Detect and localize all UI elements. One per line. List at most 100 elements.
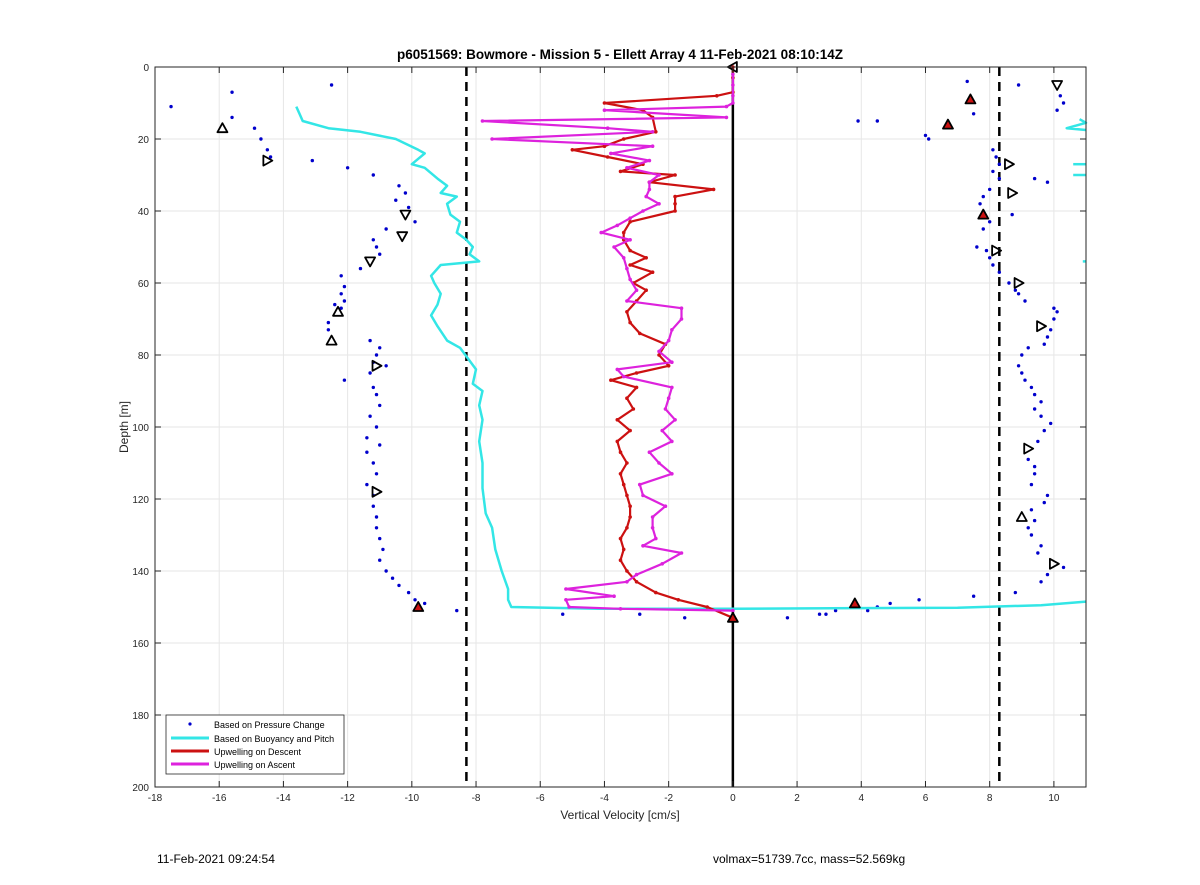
upwelling-point bbox=[673, 202, 677, 206]
pressure-change-point bbox=[987, 220, 992, 224]
pressure-change-point bbox=[384, 227, 388, 231]
upwelling-point bbox=[731, 101, 735, 105]
x-tick-label: -10 bbox=[405, 793, 420, 804]
pressure-change-point bbox=[1045, 335, 1050, 339]
upwelling-point bbox=[612, 245, 616, 249]
pressure-change-point bbox=[406, 590, 411, 595]
pressure-change-point bbox=[326, 328, 331, 332]
upwelling-point bbox=[670, 439, 674, 444]
pressure-change-point bbox=[339, 306, 343, 310]
pressure-change-point bbox=[365, 450, 369, 454]
upwelling-point bbox=[673, 209, 677, 213]
pressure-change-point bbox=[1032, 464, 1037, 469]
upwelling-point bbox=[647, 180, 652, 184]
pressure-change-point bbox=[339, 292, 343, 296]
y-tick-label: 200 bbox=[132, 783, 149, 794]
upwelling-point bbox=[637, 482, 642, 487]
upwelling-point bbox=[644, 255, 648, 260]
y-tick-label: 180 bbox=[132, 711, 149, 722]
legend-label-descent: Upwelling on Descent bbox=[214, 747, 302, 757]
upwelling-point bbox=[657, 461, 661, 465]
pressure-change-point bbox=[994, 155, 998, 159]
y-tick-label: 100 bbox=[132, 423, 149, 434]
pressure-change-point bbox=[856, 119, 860, 123]
upwelling-point bbox=[628, 216, 632, 220]
upwelling-point bbox=[654, 130, 658, 134]
annotation-marker-triangle-right bbox=[1036, 320, 1047, 333]
pressure-change-point bbox=[374, 392, 379, 397]
pressure-change-point bbox=[785, 616, 790, 620]
upwelling-point bbox=[641, 493, 645, 498]
upwelling-point bbox=[625, 166, 629, 170]
pressure-change-point bbox=[1042, 428, 1046, 433]
pressure-change-point bbox=[1036, 551, 1040, 555]
annotation-marker-triangle-down bbox=[1051, 80, 1064, 91]
x-axis-label: Vertical Velocity [cm/s] bbox=[560, 808, 679, 822]
upwelling-point bbox=[650, 526, 655, 530]
annotation-marker-triangle-up bbox=[848, 597, 861, 609]
pressure-change-point bbox=[230, 115, 234, 120]
x-tick-label: -2 bbox=[664, 793, 673, 804]
pressure-change-point bbox=[1039, 414, 1043, 418]
pressure-change-point bbox=[1032, 392, 1037, 397]
upwelling-point bbox=[625, 310, 629, 314]
upwelling-point bbox=[615, 439, 620, 444]
pressure-change-point bbox=[342, 284, 347, 289]
pressure-change-point bbox=[378, 558, 382, 562]
pressure-change-point bbox=[371, 173, 376, 177]
upwelling-point bbox=[605, 126, 610, 130]
pressure-change-point bbox=[365, 482, 369, 487]
upwelling-point bbox=[657, 353, 661, 357]
y-tick-label: 140 bbox=[132, 567, 149, 578]
x-tick-label: 0 bbox=[730, 793, 736, 804]
y-tick-label: 40 bbox=[138, 207, 150, 218]
legend-label-buoyancy: Based on Buoyancy and Pitch bbox=[214, 734, 334, 744]
x-tick-label: -8 bbox=[472, 793, 481, 804]
pressure-change-point bbox=[1036, 439, 1040, 444]
legend-label-pressure: Based on Pressure Change bbox=[214, 720, 325, 730]
pressure-change-point bbox=[374, 515, 379, 519]
pressure-change-point bbox=[378, 346, 382, 350]
pressure-change-point bbox=[384, 569, 388, 573]
annotation-marker-triangle-right bbox=[1004, 158, 1015, 171]
upwelling-point bbox=[605, 155, 610, 159]
pressure-change-point bbox=[638, 612, 642, 616]
pressure-change-point bbox=[230, 90, 234, 94]
annotation-marker-triangle-up bbox=[1015, 511, 1028, 522]
pressure-change-point bbox=[371, 461, 376, 465]
upwelling-point bbox=[634, 385, 639, 390]
pressure-change-point bbox=[1039, 400, 1043, 404]
y-tick-label: 120 bbox=[132, 495, 149, 506]
pressure-change-point bbox=[978, 202, 982, 206]
pressure-change-point bbox=[997, 176, 1002, 181]
upwelling-point bbox=[641, 544, 645, 548]
pressure-change-point bbox=[403, 191, 408, 195]
upwelling-point bbox=[637, 331, 642, 336]
legend-entry-pressure: Based on Pressure Change bbox=[188, 720, 325, 730]
pressure-change-point bbox=[1013, 288, 1018, 292]
pressure-change-point bbox=[368, 338, 372, 343]
annotation-marker-triangle-right bbox=[1049, 557, 1060, 570]
pressure-change-point bbox=[1026, 457, 1030, 462]
pressure-change-point bbox=[1016, 292, 1021, 296]
pressure-change-point bbox=[374, 472, 379, 476]
legend: Based on Pressure Change Based on Buoyan… bbox=[165, 714, 345, 775]
upwelling-point bbox=[657, 349, 661, 354]
pressure-change-point bbox=[374, 425, 379, 429]
pressure-change-point bbox=[333, 302, 337, 307]
pressure-change-point bbox=[422, 601, 427, 606]
pressure-change-point bbox=[265, 148, 270, 152]
pressure-change-point bbox=[397, 583, 401, 588]
upwelling-point bbox=[644, 194, 648, 199]
annotation-marker-triangle-right bbox=[262, 154, 274, 167]
annotation-marker-triangle-down bbox=[396, 231, 409, 243]
pressure-change-point bbox=[455, 608, 459, 613]
pressure-change-point bbox=[1042, 342, 1046, 346]
pressure-change-point bbox=[991, 169, 995, 174]
pressure-change-point bbox=[683, 616, 687, 620]
annotation-marker-triangle-up bbox=[942, 118, 954, 130]
legend-entry-descent: Upwelling on Descent bbox=[171, 747, 302, 757]
upwelling-point bbox=[618, 472, 623, 476]
pressure-change-point bbox=[1020, 353, 1024, 357]
pressure-change-point bbox=[875, 119, 880, 123]
